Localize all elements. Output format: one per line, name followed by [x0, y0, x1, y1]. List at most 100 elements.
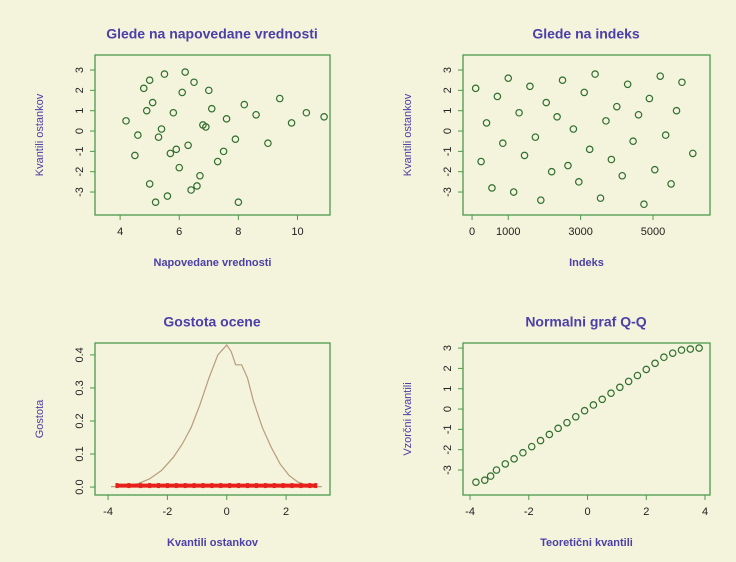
y-axis-label: Gostota [34, 399, 46, 438]
x-tick-label: -2 [163, 506, 173, 518]
y-tick-label: -1 [442, 424, 454, 434]
plot-frame [94, 342, 331, 496]
point [142, 106, 151, 115]
x-tick-label: -4 [103, 506, 113, 518]
y-tick-label: 0 [442, 406, 454, 412]
point [501, 460, 510, 468]
y-tick-label: 1 [442, 108, 454, 114]
point [480, 476, 489, 484]
point [157, 125, 166, 133]
point [240, 100, 249, 109]
point [145, 180, 154, 188]
x-tick-label: 0 [469, 226, 475, 238]
point [589, 401, 598, 409]
y-tick-label: 2 [74, 87, 86, 93]
panel: Normalni graf Q-Q Teoretični kvantili Vzor… [402, 314, 711, 549]
y-tick-label: 0 [74, 128, 86, 134]
point [656, 72, 665, 80]
point [580, 88, 589, 97]
panel-title: Normalni graf Q-Q [525, 314, 646, 330]
point [252, 110, 260, 119]
y-tick-label: -1 [442, 146, 454, 156]
point [642, 365, 651, 374]
point [545, 430, 554, 439]
point [536, 436, 545, 445]
y-tick-label: 2 [442, 87, 454, 93]
point [222, 115, 231, 123]
panel-title: Glede na napovedane vrednosti [106, 26, 318, 42]
point [640, 200, 648, 209]
point [154, 133, 163, 141]
point [537, 196, 545, 204]
point [569, 125, 578, 133]
point [618, 171, 627, 180]
point [175, 163, 184, 172]
x-tick-label: 4 [702, 506, 708, 518]
point [633, 371, 642, 380]
point [677, 346, 686, 354]
point [178, 88, 187, 97]
y-tick-label: 1 [442, 386, 454, 392]
point [520, 151, 529, 160]
x-tick-label: 2 [643, 506, 649, 518]
point [542, 98, 551, 107]
plot-frame [462, 342, 711, 496]
point [199, 121, 207, 129]
point [558, 76, 567, 85]
x-axis-label: Teoretični kvantili [540, 537, 633, 549]
point [169, 108, 178, 117]
y-tick-label: 0.3 [74, 380, 86, 395]
point [509, 188, 518, 196]
point [695, 344, 703, 352]
point [651, 359, 659, 368]
point [172, 145, 181, 154]
y-tick-label: -3 [442, 465, 454, 475]
point [499, 139, 507, 148]
point [148, 98, 157, 107]
y-tick-label: -2 [74, 167, 86, 177]
point [122, 117, 130, 125]
y-tick-label: 0 [442, 128, 454, 134]
point [471, 84, 480, 93]
y-tick-label: 3 [442, 345, 454, 351]
point [139, 84, 148, 93]
plot-frame [462, 54, 711, 216]
point [554, 424, 562, 433]
point [519, 448, 527, 457]
x-tick-label: 5000 [641, 226, 665, 238]
point [184, 141, 192, 150]
point [575, 178, 583, 186]
y-tick-label: 0.2 [74, 413, 86, 428]
point [672, 106, 681, 115]
plot-frame [94, 54, 331, 216]
y-tick-label: -3 [442, 187, 454, 197]
x-axis-label: Indeks [569, 257, 604, 269]
y-tick-label: -2 [442, 445, 454, 455]
point [190, 78, 198, 87]
density-line [110, 344, 322, 488]
point [661, 131, 670, 139]
x-tick-label: 6 [176, 226, 182, 238]
panel: Glede na napovedane vrednosti Napovedane … [34, 26, 331, 269]
point [205, 86, 213, 95]
panel: Gostota ocene Kvantili ostankov Gostota -4 -… [34, 314, 331, 549]
point [477, 157, 485, 166]
point [563, 418, 571, 427]
panel: Glede na indeks Indeks Kvantili ostankov 0 1… [402, 26, 711, 269]
point [527, 442, 536, 451]
point [213, 157, 222, 166]
x-tick-label: 10 [291, 226, 303, 238]
point [504, 74, 513, 82]
y-tick-label: -1 [74, 146, 86, 156]
x-tick-label: -2 [524, 506, 534, 518]
point [553, 113, 561, 121]
point [585, 145, 594, 154]
point [623, 80, 632, 89]
point [131, 151, 139, 160]
point [651, 165, 659, 174]
point [526, 82, 534, 91]
y-axis-label: Kvantili ostankov [402, 93, 414, 176]
point [668, 349, 677, 357]
